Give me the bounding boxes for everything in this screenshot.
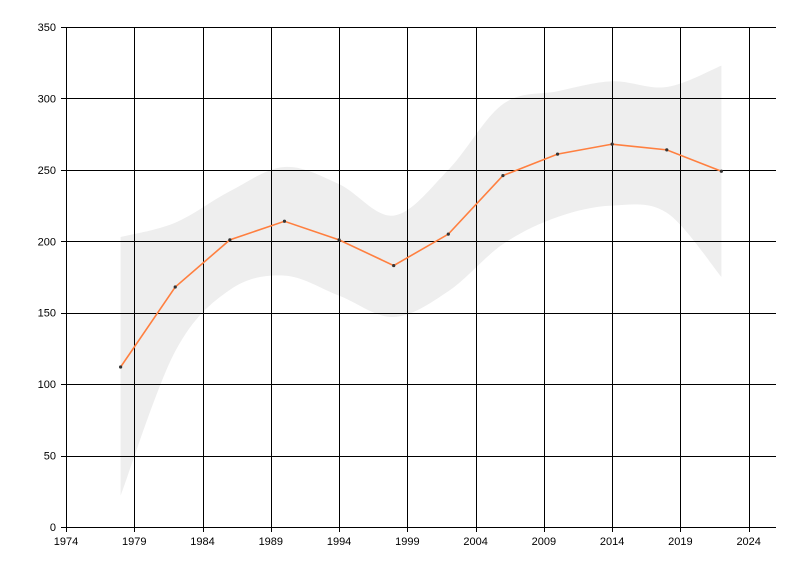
y-tick-label: 0 bbox=[50, 522, 56, 534]
data-point bbox=[501, 173, 505, 178]
y-tick-label: 250 bbox=[38, 165, 56, 177]
x-tick-label: 2019 bbox=[668, 536, 692, 548]
data-point bbox=[665, 148, 669, 152]
x-tick-label: 2014 bbox=[600, 536, 624, 548]
x-tick-label: 1984 bbox=[190, 536, 214, 548]
data-point bbox=[282, 219, 287, 223]
series-layer bbox=[119, 142, 723, 369]
data-point bbox=[119, 365, 123, 369]
data-point bbox=[337, 238, 341, 242]
y-tick-label: 200 bbox=[38, 236, 56, 248]
data-point bbox=[446, 232, 450, 236]
y-tick-label: 50 bbox=[44, 451, 56, 463]
confidence-band bbox=[120, 65, 722, 496]
x-tick-label: 1974 bbox=[54, 536, 78, 548]
data-point bbox=[392, 263, 396, 268]
data-point bbox=[228, 238, 232, 242]
x-tick-label: 1994 bbox=[327, 536, 351, 548]
x-tick-label: 2024 bbox=[736, 536, 760, 548]
x-tick-label: 2004 bbox=[463, 536, 487, 548]
y-tick-label: 100 bbox=[38, 379, 56, 391]
data-point bbox=[610, 142, 614, 146]
x-tick-label: 1989 bbox=[259, 536, 283, 548]
x-tick-label: 1979 bbox=[122, 536, 146, 548]
tick-label-layer: 1974 1979 1984 1989 1994 1999 2004 2009 2014 2019… bbox=[38, 22, 761, 548]
data-point bbox=[173, 285, 177, 289]
data-point bbox=[719, 169, 723, 173]
confidence-band-layer bbox=[120, 65, 722, 496]
axis-layer bbox=[61, 27, 776, 532]
series-line bbox=[119, 143, 722, 368]
x-tick-label: 2009 bbox=[532, 536, 556, 548]
y-tick-label: 350 bbox=[38, 22, 56, 34]
x-tick-label: 1999 bbox=[395, 536, 419, 548]
y-tick-label: 300 bbox=[38, 93, 56, 105]
data-point bbox=[555, 152, 560, 156]
y-tick-label: 150 bbox=[38, 308, 56, 320]
